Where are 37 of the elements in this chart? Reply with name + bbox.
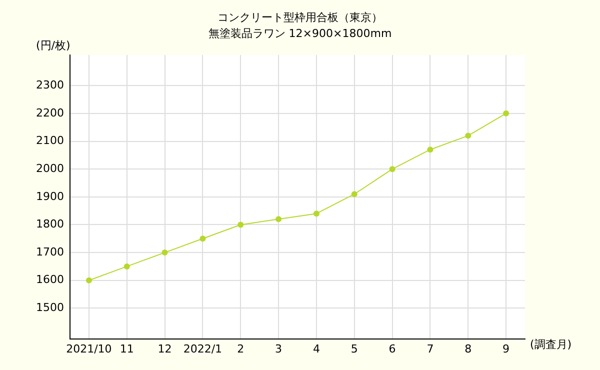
point [313,210,320,217]
point [162,250,168,256]
y-tick-label: 2200 [36,106,64,120]
y-tick-label: 1600 [36,273,64,286]
point [276,216,282,222]
point [427,146,434,153]
x-tick-label: 6 [388,342,396,356]
x-tick-label: 7 [426,342,434,356]
y-tick-label: 2100 [36,134,64,148]
y-tick-label: 1500 [36,301,64,314]
chart-subtitle: 無塗装品ラワン 12×900×1800mm [208,27,392,40]
x-tick-label: 9 [502,342,510,356]
point [503,110,510,116]
x-tick-label: 11 [120,342,134,356]
y-tick-label: 2300 [36,78,64,92]
x-tick-label: 2022/1 [183,342,222,356]
x-tick-label: 3 [275,342,282,356]
x-tick-label: 5 [350,342,358,356]
chart-title: コンクリート型枠用合板（東京） [216,10,384,25]
point [200,236,206,242]
point [238,222,244,228]
x-axis-title: (調査月) [530,337,572,352]
point [124,263,130,270]
point [465,132,472,139]
point [86,277,92,284]
y-tick-label: 1700 [36,245,64,258]
x-tick-label: 12 [158,342,172,356]
point [351,191,358,198]
y-tick-label: 1800 [36,218,64,231]
x-tick-label: 8 [464,342,472,356]
x-tick-label: 4 [312,342,320,356]
x-tick-label: 2021/10 [66,342,112,356]
y-tick-label: 1900 [36,190,64,203]
y-axis-title: (円/枚) [36,38,70,53]
point [389,166,396,172]
y-tick-label: 2000 [36,162,64,175]
x-tick-label: 2 [237,342,244,356]
